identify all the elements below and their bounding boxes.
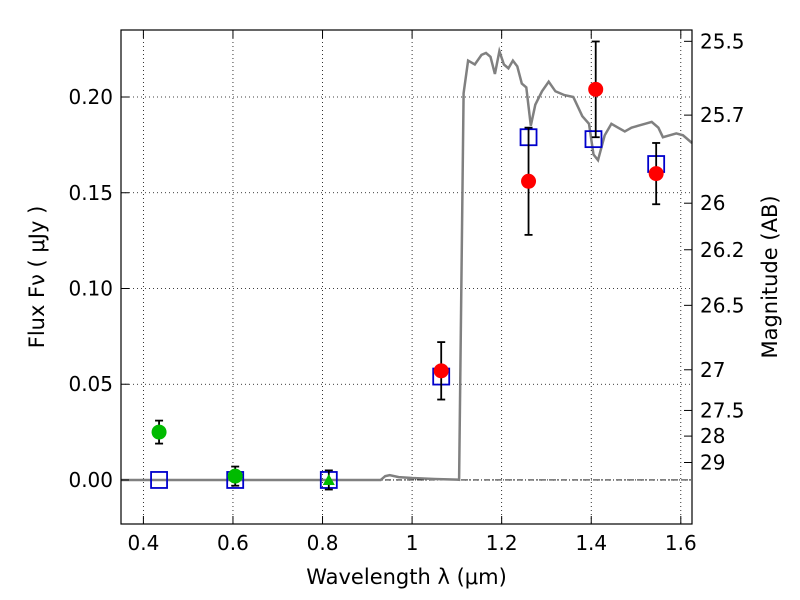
observed-points [151,40,664,491]
x-tick-label: 0.8 [307,531,339,555]
magnitude-tick-label: 29 [700,450,725,474]
model-photometry-square [150,471,168,489]
observed-flux-triangle [322,473,335,485]
x-tick-label: 0.4 [127,531,159,555]
x-tick-label: 1.2 [486,531,518,555]
magnitude-tick-label: 26.2 [700,238,745,262]
x-tick-labels: 0.4 0.6 0.8 1 1.2 1.4 1.6 [127,531,696,555]
y-tick-label: 0.10 [68,276,113,300]
magnitude-tick-label: 27 [700,358,725,382]
x-tick-label: 1.6 [665,531,697,555]
x-axis-label: Wavelength λ (μm) [306,565,507,589]
y-tick-label: 0.05 [68,372,113,396]
plot-frame [120,29,693,525]
magnitude-tick-label: 25.7 [700,103,745,127]
observed-flux-point [151,424,167,440]
magnitude-tick-label: 28 [700,424,725,448]
observed-flux-point [588,81,604,97]
observed-flux-point [433,363,449,379]
magnitude-axis-label: Magnitude (AB) [758,195,782,358]
magnitude-tick-label: 27.5 [700,398,745,422]
tick-marks [121,30,692,524]
magnitude-tick-label: 25.5 [700,29,745,53]
y-tick-label: 0.00 [68,468,113,492]
magnitude-tick-label: 26.5 [700,293,745,317]
x-tick-label: 0.6 [217,531,249,555]
y-tick-label: 0.20 [68,85,113,109]
model-photometry-markers [150,128,666,489]
x-tick-label: 1 [406,531,419,555]
magnitude-tick-label: 26 [700,191,725,215]
y-axis-label: Flux Fν ( μJy ) [25,206,49,349]
observed-flux-point [648,166,664,182]
observed-flux-point [521,173,537,189]
observed-flux-point [227,468,243,484]
x-tick-label: 1.4 [575,531,607,555]
y-tick-label: 0.15 [68,181,113,205]
grid-lines [121,30,692,524]
model-photometry-square [584,130,603,149]
y-tick-labels: 0.00 0.05 0.10 0.15 0.20 [68,85,113,492]
model-spectrum-line [121,46,693,482]
